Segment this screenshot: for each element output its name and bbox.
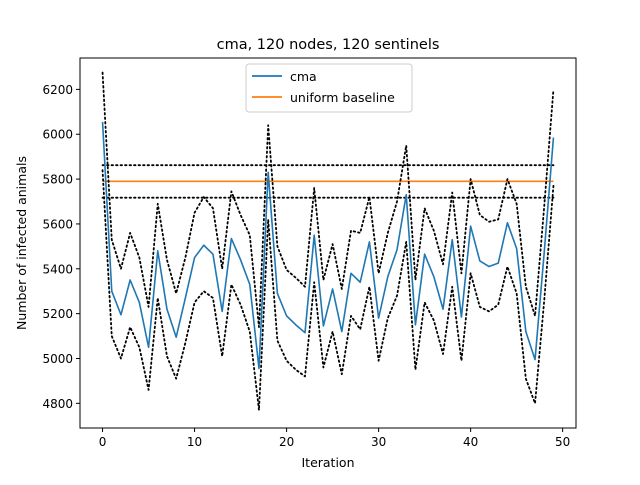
legend-label-cma: cma bbox=[290, 69, 317, 84]
x-axis-ticks: 0 10 20 30 40 50 bbox=[99, 428, 570, 449]
x-tick-label: 50 bbox=[555, 435, 570, 449]
y-tick-label: 5200 bbox=[42, 307, 73, 321]
x-tick-label: 0 bbox=[99, 435, 107, 449]
x-tick-label: 20 bbox=[279, 435, 294, 449]
chart-title: cma, 120 nodes, 120 sentinels bbox=[217, 37, 440, 53]
legend: cma uniform baseline bbox=[245, 63, 413, 113]
y-axis-label: Number of infected animals bbox=[14, 156, 29, 330]
x-tick-label: 30 bbox=[371, 435, 386, 449]
x-tick-label: 10 bbox=[187, 435, 202, 449]
y-tick-label: 6000 bbox=[42, 128, 73, 142]
y-tick-label: 5400 bbox=[42, 262, 73, 276]
y-tick-label: 5600 bbox=[42, 217, 73, 231]
y-tick-label: 5800 bbox=[42, 173, 73, 187]
x-tick-label: 40 bbox=[463, 435, 478, 449]
legend-box bbox=[245, 63, 413, 113]
x-axis-label: Iteration bbox=[301, 455, 354, 470]
data-layer bbox=[101, 71, 555, 411]
y-tick-label: 6200 bbox=[42, 83, 73, 97]
y-axis-ticks: 4800 5000 5200 5400 5600 5800 6000 6200 bbox=[42, 83, 80, 411]
y-tick-label: 4800 bbox=[42, 397, 73, 411]
legend-label-uniform-baseline: uniform baseline bbox=[290, 90, 395, 105]
series-cma-lower-bound-line bbox=[101, 169, 555, 411]
y-tick-label: 5000 bbox=[42, 352, 73, 366]
series-cma-upper-bound-line bbox=[101, 71, 555, 328]
series-cma-line bbox=[101, 121, 555, 370]
plot-area bbox=[79, 57, 577, 429]
